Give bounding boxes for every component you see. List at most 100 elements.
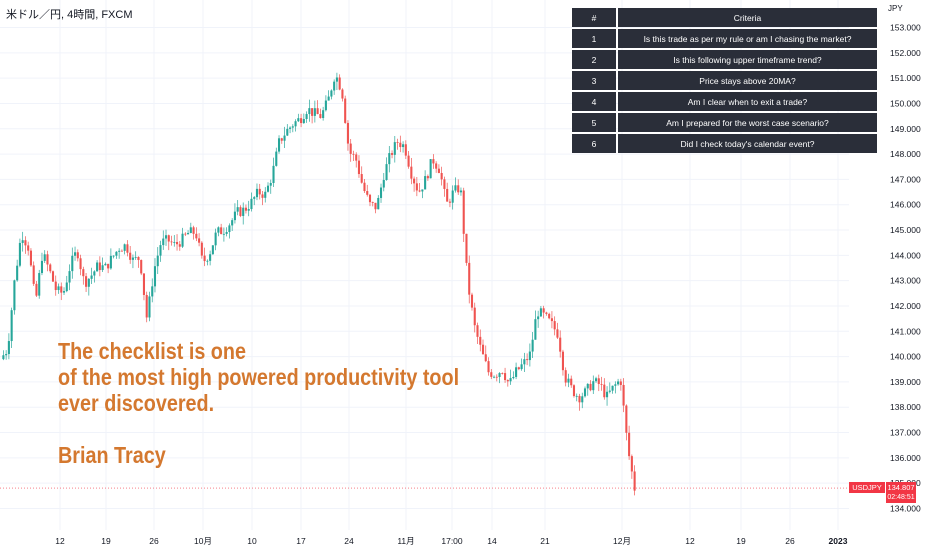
candle-body — [457, 185, 460, 193]
candle-body — [5, 354, 8, 356]
checklist-header-num: # — [572, 8, 616, 27]
candle-body — [630, 456, 633, 472]
candle-body — [35, 283, 38, 296]
candle-body — [451, 190, 454, 203]
candle-body — [504, 373, 507, 381]
checklist-row-text: Am I clear when to exit a trade? — [618, 92, 877, 111]
candle-body — [404, 144, 407, 156]
candle-body — [98, 262, 101, 271]
candle-body — [440, 172, 443, 180]
candle-body — [413, 178, 416, 184]
time-tick-label: 17:00 — [441, 536, 463, 546]
candle-body — [27, 245, 30, 251]
candle-body — [490, 372, 493, 377]
candle-body — [570, 378, 573, 386]
candle-body — [537, 316, 540, 320]
candle-body — [112, 255, 115, 257]
candle-body — [611, 385, 614, 391]
candle-body — [247, 209, 250, 211]
candle-body — [192, 227, 195, 234]
candle-body — [242, 207, 245, 216]
candle-body — [151, 286, 154, 297]
checklist-row-text: Is this following upper timeframe trend? — [618, 50, 877, 69]
candle-body — [275, 151, 278, 166]
candle-body — [170, 241, 173, 243]
candle-body — [628, 432, 631, 457]
candle-body — [159, 245, 162, 256]
time-axis[interactable]: 12 19 26 10月 10 17 24 11月 17:00 14 21 12月 12 19 26 2023 — [55, 536, 847, 546]
price-tick-label: 143.000 — [890, 276, 921, 286]
price-tick-label: 141.000 — [890, 326, 921, 336]
candle-body — [244, 207, 247, 211]
price-tick-label: 146.000 — [890, 200, 921, 210]
candle-body — [564, 370, 567, 383]
candle-body — [101, 265, 104, 271]
candle-body — [96, 262, 99, 272]
candle-body — [311, 108, 314, 116]
time-tick-label: 24 — [344, 536, 354, 546]
candle-body — [556, 329, 559, 338]
candle-body — [396, 142, 399, 143]
candle-body — [203, 255, 206, 262]
price-tick-label: 137.000 — [890, 428, 921, 438]
candle-body — [338, 77, 341, 90]
candle-body — [465, 233, 468, 263]
candle-body — [357, 160, 361, 175]
candle-body — [305, 114, 308, 120]
last-price-tag: 134.807 — [886, 482, 916, 493]
candle-body — [410, 166, 413, 179]
candle-body — [498, 373, 501, 378]
candle-body — [16, 265, 19, 281]
candle-body — [448, 201, 451, 203]
checklist-row-num: 1 — [572, 29, 616, 48]
candle-body — [415, 183, 418, 191]
candle-body — [424, 176, 427, 190]
candle-body — [501, 373, 504, 374]
candle-body — [231, 220, 234, 226]
candle-body — [515, 367, 518, 377]
candle-body — [62, 291, 66, 293]
candle-body — [228, 225, 231, 233]
time-tick-label: 19 — [101, 536, 111, 546]
candle-body — [374, 202, 377, 210]
symbol-title[interactable]: 米ドル／円, 4時間, FXCM — [6, 9, 133, 21]
candle-body — [324, 100, 327, 111]
price-tick-label: 145.000 — [890, 225, 921, 235]
candle-body — [385, 164, 388, 180]
candle-body — [619, 381, 622, 385]
candle-body — [603, 384, 606, 398]
candle-body — [539, 308, 542, 317]
candle-body — [371, 202, 374, 203]
candle-body — [432, 159, 435, 164]
candle-body — [550, 318, 553, 322]
candle-body — [302, 119, 305, 124]
candle-body — [479, 336, 482, 345]
candle-body — [379, 187, 383, 198]
candle-body — [24, 240, 27, 246]
candle-body — [206, 260, 209, 262]
candle-body — [586, 383, 589, 389]
candle-body — [286, 128, 289, 136]
checklist-header-criteria: Criteria — [618, 8, 877, 27]
candle-body — [327, 96, 330, 101]
quote-line-1: The checklist is one — [58, 338, 246, 364]
price-axis[interactable]: 153.000 152.000 151.000 150.000 149.000 148.0… — [890, 23, 921, 514]
time-tick-label: 26 — [149, 536, 159, 546]
candle-body — [233, 211, 236, 221]
time-tick-label: 14 — [487, 536, 497, 546]
candle-body — [148, 296, 151, 318]
checklist-row: 3 Price stays above 20MA? — [572, 71, 877, 90]
checklist-row: 6 Did I check today's calendar event? — [572, 134, 877, 153]
candle-body — [43, 254, 46, 261]
candle-body — [617, 381, 620, 385]
candle-body — [567, 378, 570, 383]
candle-body — [407, 155, 410, 167]
checklist-row: 4 Am I clear when to exit a trade? — [572, 92, 877, 111]
candle-body — [393, 142, 396, 155]
candle-body — [13, 280, 16, 311]
candle-body — [156, 255, 159, 267]
candle-body — [575, 395, 578, 397]
candle-body — [250, 198, 253, 210]
candle-body — [187, 232, 190, 235]
